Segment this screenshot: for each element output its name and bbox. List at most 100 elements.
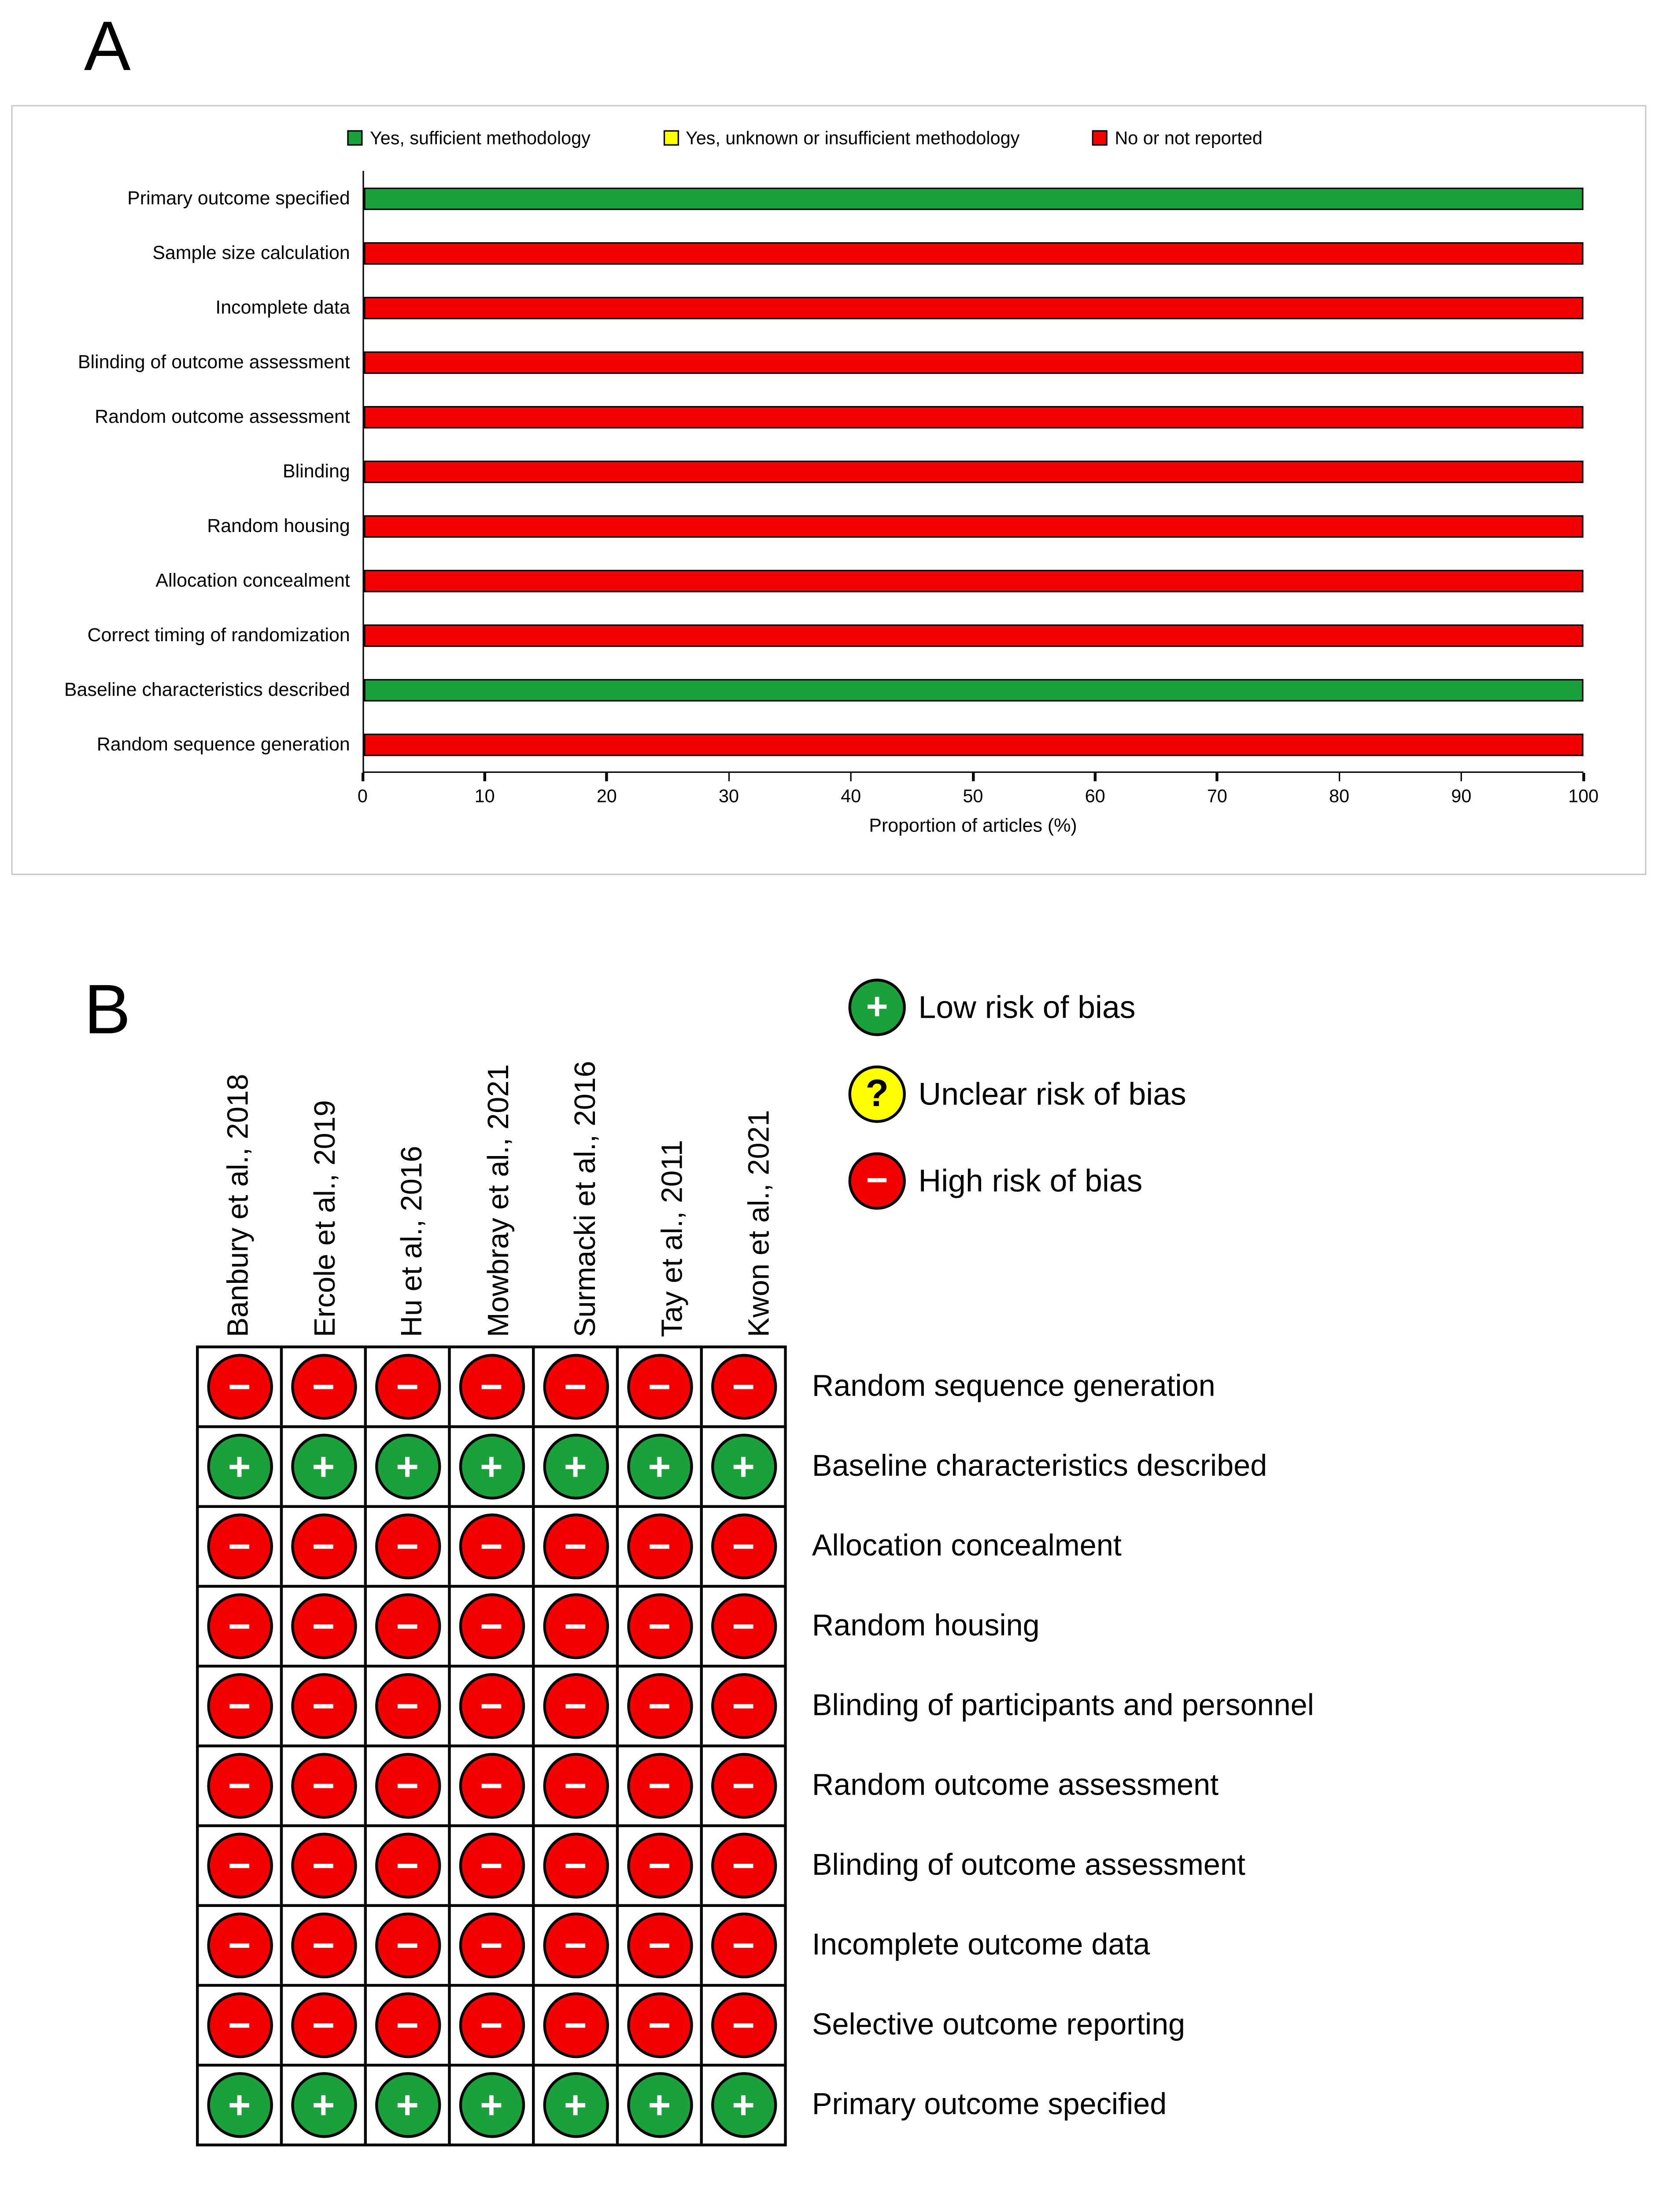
- risk-cell: −: [196, 1824, 283, 1907]
- table-row: + + + + + + + Baseline characteristics describe…: [196, 1425, 1314, 1508]
- high-risk-icon: −: [374, 1912, 440, 1979]
- risk-symbol: +: [396, 1444, 419, 1488]
- bar-plot: Primary outcome specified Sample size cal…: [26, 170, 1584, 773]
- high-risk-icon: −: [626, 1513, 693, 1580]
- risk-symbol: −: [312, 1843, 335, 1887]
- category-label: Blinding: [283, 460, 350, 482]
- low-risk-icon: +: [710, 2072, 776, 2138]
- table-row: − − − − − − − Random outcome assessment: [196, 1744, 1314, 1827]
- risk-cell: −: [280, 1585, 367, 1668]
- stacked-bar: [364, 351, 1584, 373]
- risk-cell: −: [700, 1984, 787, 2067]
- x-tick-area: 0 10 20 30 40 50 60 70 80 90 100: [358, 772, 1599, 815]
- risk-cell: −: [196, 1744, 283, 1827]
- category-label: Random sequence generation: [96, 733, 350, 755]
- risk-cell: +: [700, 2064, 787, 2147]
- x-tick-label: 10: [474, 785, 495, 807]
- high-risk-icon: −: [290, 1593, 357, 1659]
- legend-item-not-reported: No or not reported: [1092, 127, 1263, 148]
- stacked-bar: [364, 514, 1584, 537]
- column-header: Mowbray et al., 2021: [456, 1016, 543, 1345]
- risk-cell: −: [280, 1744, 367, 1827]
- x-tick-label: 80: [1329, 785, 1350, 807]
- category-label: Random housing: [207, 515, 350, 536]
- risk-cell: +: [196, 2064, 283, 2147]
- risk-cell: −: [700, 1585, 787, 1668]
- column-header-label: Banbury et al., 2018: [222, 1074, 255, 1337]
- risk-symbol: −: [480, 1683, 503, 1727]
- stacked-bar: [364, 678, 1584, 701]
- row-label: Random housing: [812, 1608, 1040, 1643]
- high-risk-icon: −: [206, 1673, 273, 1739]
- risk-symbol: +: [564, 2083, 587, 2126]
- x-tick-mark: [1094, 772, 1097, 781]
- x-axis-label-row: Proportion of articles (%): [26, 815, 1583, 836]
- high-risk-icon: −: [290, 1753, 357, 1819]
- risk-cell: +: [280, 2064, 367, 2147]
- risk-symbol: −: [228, 2002, 251, 2047]
- low-risk-icon: +: [374, 2072, 440, 2138]
- risk-symbol: −: [312, 1923, 335, 1967]
- x-tick-label: 20: [596, 785, 617, 807]
- low-risk-icon: +: [542, 2072, 609, 2138]
- risk-symbol: −: [564, 1923, 587, 1967]
- red-swatch-icon: [1092, 130, 1108, 146]
- category-label: Sample size calculation: [152, 242, 350, 263]
- high-risk-icon: −: [290, 1992, 357, 2058]
- bar-track: [364, 662, 1584, 717]
- panel-a-legend: Yes, sufficient methodology Yes, unknown…: [26, 127, 1583, 148]
- risk-cell: +: [616, 1425, 703, 1508]
- x-tick-mark: [849, 772, 852, 781]
- risk-cell: −: [280, 1984, 367, 2067]
- x-tick-mark: [362, 772, 364, 781]
- high-risk-icon: −: [374, 1593, 440, 1659]
- table-row: − − − − − − − Blinding of participants and pers…: [196, 1665, 1314, 1748]
- x-tick-mark: [972, 772, 974, 781]
- low-risk-icon: +: [626, 1434, 693, 1500]
- x-tick-mark: [1460, 772, 1462, 781]
- low-risk-icon: +: [542, 1434, 609, 1500]
- risk-symbol: +: [732, 1444, 755, 1488]
- risk-cell: −: [364, 1984, 451, 2067]
- axis-spacer: [26, 773, 362, 815]
- risk-symbol: −: [228, 1923, 251, 1967]
- bar-segment: [364, 569, 1584, 592]
- risk-symbol: −: [312, 1763, 335, 1807]
- risk-cell: +: [532, 1425, 619, 1508]
- high-risk-icon: −: [458, 1992, 524, 2058]
- x-axis: 0 10 20 30 40 50 60 70 80 90 100: [26, 772, 1599, 815]
- risk-cell: −: [448, 1505, 535, 1588]
- low-risk-icon: +: [290, 2072, 357, 2138]
- bar-track: [364, 171, 1584, 225]
- column-header-label: Kwon et al., 2021: [743, 1110, 776, 1337]
- column-header-label: Hu et al., 2016: [396, 1145, 428, 1337]
- risk-cell: −: [196, 1665, 283, 1748]
- risk-cell: −: [364, 1904, 451, 1987]
- low-risk-icon: +: [206, 2072, 273, 2138]
- bar-segment: [364, 624, 1584, 647]
- tl-header-row: Banbury et al., 2018 Ercole et al., 2019 H…: [196, 1016, 1314, 1345]
- column-header-label: Surmacki et al., 2016: [569, 1060, 602, 1337]
- x-axis-label: Proportion of articles (%): [869, 815, 1077, 836]
- risk-cell: −: [616, 1345, 703, 1428]
- panel-b-legend: + Low risk of bias ? Unclear risk of bia…: [848, 979, 1186, 1239]
- risk-cell: −: [532, 1904, 619, 1987]
- column-header: Surmacki et al., 2016: [543, 1016, 630, 1345]
- high-risk-icon: −: [626, 1354, 693, 1420]
- stacked-bar: [364, 624, 1584, 647]
- x-tick-label: 30: [719, 785, 739, 807]
- high-risk-icon: −: [710, 1912, 776, 1979]
- high-risk-icon: −: [206, 1833, 273, 1899]
- risk-symbol: −: [312, 1524, 335, 1568]
- risk-symbol: −: [396, 1763, 419, 1807]
- row-label: Blinding of participants and personnel: [812, 1688, 1314, 1722]
- x-tick-mark: [484, 772, 486, 781]
- category-label: Blinding of outcome assessment: [78, 351, 350, 373]
- table-row: − − − − − − − Selective outcome reporting: [196, 1984, 1314, 2067]
- high-risk-icon: −: [374, 1513, 440, 1580]
- category-label: Baseline characteristics described: [64, 679, 350, 700]
- panel-a-chart: Yes, sufficient methodology Yes, unknown…: [11, 105, 1647, 875]
- risk-symbol: −: [312, 1364, 335, 1408]
- risk-symbol: −: [480, 1843, 503, 1887]
